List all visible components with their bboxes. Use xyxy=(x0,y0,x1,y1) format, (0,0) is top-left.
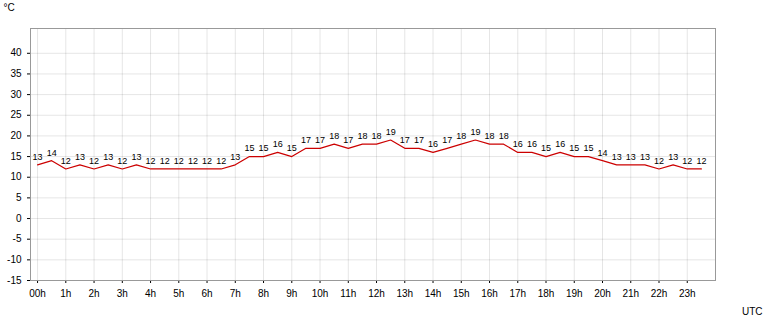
svg-text:10h: 10h xyxy=(312,288,329,299)
svg-text:12h: 12h xyxy=(368,288,385,299)
svg-text:5: 5 xyxy=(16,192,22,203)
svg-text:13h: 13h xyxy=(396,288,413,299)
svg-text:12: 12 xyxy=(654,156,664,166)
svg-text:7h: 7h xyxy=(230,288,241,299)
svg-text:13: 13 xyxy=(131,152,141,162)
svg-text:17: 17 xyxy=(414,135,424,145)
svg-text:10: 10 xyxy=(10,171,22,182)
svg-text:13: 13 xyxy=(640,152,650,162)
svg-text:17: 17 xyxy=(343,135,353,145)
svg-text:8h: 8h xyxy=(258,288,269,299)
svg-text:13: 13 xyxy=(668,152,678,162)
svg-text:00h: 00h xyxy=(29,288,46,299)
svg-text:16: 16 xyxy=(273,139,283,149)
svg-text:6h: 6h xyxy=(201,288,212,299)
svg-text:17: 17 xyxy=(442,135,452,145)
svg-text:25: 25 xyxy=(10,109,22,120)
svg-text:18: 18 xyxy=(485,131,495,141)
svg-text:13: 13 xyxy=(33,152,43,162)
svg-text:23h: 23h xyxy=(679,288,696,299)
svg-text:18: 18 xyxy=(357,131,367,141)
svg-text:13: 13 xyxy=(626,152,636,162)
svg-text:15h: 15h xyxy=(453,288,470,299)
svg-text:16: 16 xyxy=(527,139,537,149)
svg-text:21h: 21h xyxy=(622,288,639,299)
svg-text:13: 13 xyxy=(612,152,622,162)
svg-text:12: 12 xyxy=(202,156,212,166)
svg-text:20h: 20h xyxy=(594,288,611,299)
svg-text:15: 15 xyxy=(259,143,269,153)
svg-text:12: 12 xyxy=(146,156,156,166)
svg-text:-10: -10 xyxy=(7,254,22,265)
svg-text:20: 20 xyxy=(10,130,22,141)
svg-text:12: 12 xyxy=(117,156,127,166)
svg-text:40: 40 xyxy=(10,47,22,58)
svg-text:15: 15 xyxy=(583,143,593,153)
svg-text:16h: 16h xyxy=(481,288,498,299)
svg-text:12: 12 xyxy=(160,156,170,166)
svg-text:17h: 17h xyxy=(509,288,526,299)
svg-text:30: 30 xyxy=(10,89,22,100)
svg-text:16: 16 xyxy=(513,139,523,149)
svg-text:UTC: UTC xyxy=(742,306,763,317)
svg-text:12: 12 xyxy=(682,156,692,166)
svg-text:0: 0 xyxy=(16,213,22,224)
svg-text:19: 19 xyxy=(470,127,480,137)
html-text:meteo60.fr: meteo60.fr xyxy=(701,0,759,14)
svg-text:13: 13 xyxy=(230,152,240,162)
svg-text:11h: 11h xyxy=(340,288,356,299)
html-text:Température à 2m à Montpellier: Température à 2m à Montpellier Frejorgue… xyxy=(60,0,436,14)
svg-text:5h: 5h xyxy=(173,288,184,299)
svg-text:1h: 1h xyxy=(60,288,71,299)
svg-text:14h: 14h xyxy=(425,288,442,299)
svg-text:19: 19 xyxy=(386,127,396,137)
svg-text:12: 12 xyxy=(188,156,198,166)
svg-text:18: 18 xyxy=(372,131,382,141)
svg-text:4h: 4h xyxy=(145,288,156,299)
svg-text:18: 18 xyxy=(456,131,466,141)
svg-text:16: 16 xyxy=(428,139,438,149)
svg-text:2h: 2h xyxy=(88,288,99,299)
svg-text:3h: 3h xyxy=(117,288,128,299)
svg-text:12: 12 xyxy=(61,156,71,166)
svg-text:18h: 18h xyxy=(538,288,555,299)
svg-text:12: 12 xyxy=(216,156,226,166)
svg-text:15: 15 xyxy=(541,143,551,153)
svg-text:15: 15 xyxy=(569,143,579,153)
svg-text:-5: -5 xyxy=(13,233,22,244)
svg-text:18: 18 xyxy=(499,131,509,141)
svg-text:17: 17 xyxy=(301,135,311,145)
svg-text:14: 14 xyxy=(598,148,608,158)
svg-text:15: 15 xyxy=(244,143,254,153)
svg-text:13: 13 xyxy=(75,152,85,162)
svg-text:14: 14 xyxy=(47,148,57,158)
svg-text:17: 17 xyxy=(315,135,325,145)
svg-text:18: 18 xyxy=(329,131,339,141)
svg-text:35: 35 xyxy=(10,68,22,79)
svg-text:22h: 22h xyxy=(651,288,668,299)
svg-text:15: 15 xyxy=(287,143,297,153)
svg-text:12: 12 xyxy=(696,156,706,166)
svg-text:12: 12 xyxy=(89,156,99,166)
svg-text:19h: 19h xyxy=(566,288,583,299)
svg-text:°C: °C xyxy=(4,2,15,13)
svg-text:17: 17 xyxy=(400,135,410,145)
svg-text:-15: -15 xyxy=(7,275,22,286)
svg-text:16: 16 xyxy=(555,139,565,149)
svg-text:15: 15 xyxy=(10,151,22,162)
svg-text:9h: 9h xyxy=(286,288,297,299)
svg-text:13: 13 xyxy=(103,152,113,162)
svg-text:12: 12 xyxy=(174,156,184,166)
